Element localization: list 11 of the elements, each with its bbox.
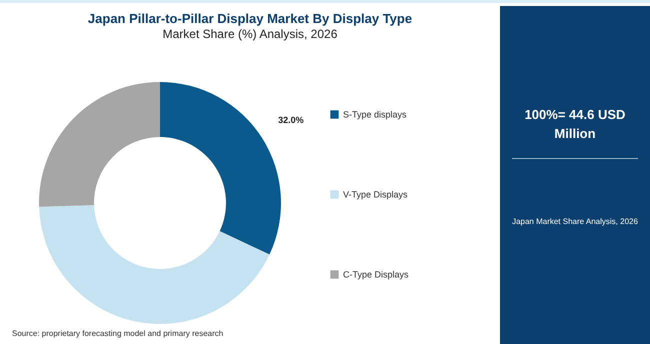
legend-label: C-Type Displays [343, 270, 410, 280]
text: Japan Market Share Analysis, 2026 [511, 216, 639, 226]
donut-slice [39, 82, 160, 207]
text: 100%= 44.6 USD Million [524, 106, 626, 143]
chart-subtitle: Market Share (%) Analysis, 2026 [162, 27, 338, 41]
chart-title: Japan Pillar-to-Pillar Display Market By Display Type [88, 11, 412, 26]
source-note: Source: proprietary forecasting model and primary research [12, 329, 224, 338]
donut-slice [39, 205, 270, 324]
data-label: 32.0% [278, 114, 304, 125]
legend-label: V-Type Displays [343, 190, 408, 200]
legend-label: S-Type displays [343, 110, 408, 120]
